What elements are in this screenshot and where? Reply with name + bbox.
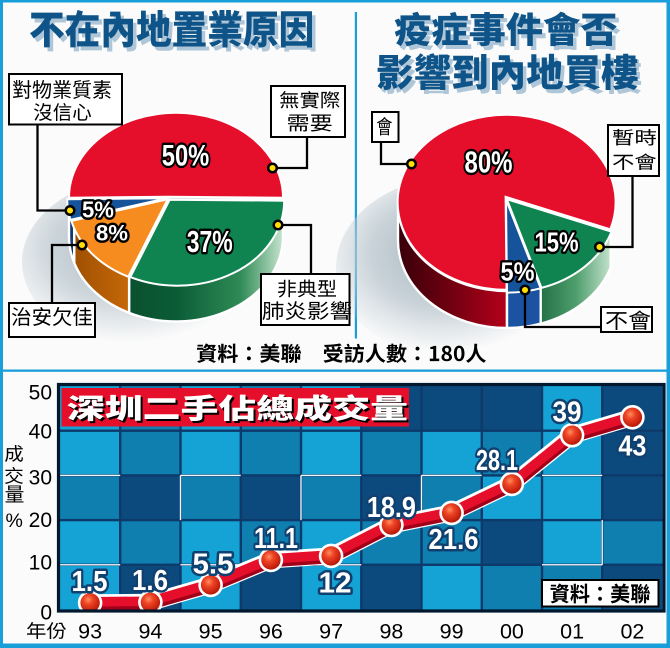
svg-text:1.5: 1.5	[72, 566, 108, 598]
svg-text:21.6: 21.6	[429, 524, 479, 556]
svg-text:50%: 50%	[162, 140, 210, 173]
svg-text:43: 43	[618, 431, 646, 463]
svg-text:96: 96	[259, 620, 283, 644]
svg-text:50: 50	[29, 382, 52, 405]
svg-text:5%: 5%	[82, 197, 114, 223]
svg-text:39: 39	[553, 397, 582, 429]
svg-text:01: 01	[560, 620, 584, 644]
svg-text:12: 12	[319, 568, 352, 600]
svg-text:98: 98	[379, 620, 403, 644]
svg-text:5%: 5%	[501, 257, 535, 287]
svg-text:%: %	[6, 510, 23, 532]
svg-text:02: 02	[620, 620, 644, 644]
svg-text:0: 0	[40, 602, 52, 625]
svg-text:95: 95	[199, 620, 223, 644]
svg-text:11.1: 11.1	[254, 523, 298, 555]
svg-text:99: 99	[440, 620, 464, 644]
svg-text:28.1: 28.1	[476, 445, 518, 477]
svg-text:30: 30	[29, 467, 52, 490]
svg-text:15%: 15%	[535, 227, 579, 258]
svg-text:5.5: 5.5	[193, 549, 234, 581]
svg-text:10: 10	[29, 552, 52, 575]
svg-text:93: 93	[78, 620, 102, 644]
svg-text:80%: 80%	[465, 145, 513, 180]
svg-text:94: 94	[138, 620, 162, 644]
svg-text:20: 20	[29, 509, 52, 532]
svg-text:97: 97	[319, 620, 343, 644]
svg-text:00: 00	[500, 620, 524, 644]
svg-text:8%: 8%	[96, 221, 128, 246]
svg-text:1.6: 1.6	[132, 565, 168, 597]
svg-text:37%: 37%	[187, 224, 233, 259]
svg-text:40: 40	[29, 421, 52, 444]
svg-text:18.9: 18.9	[367, 492, 416, 524]
